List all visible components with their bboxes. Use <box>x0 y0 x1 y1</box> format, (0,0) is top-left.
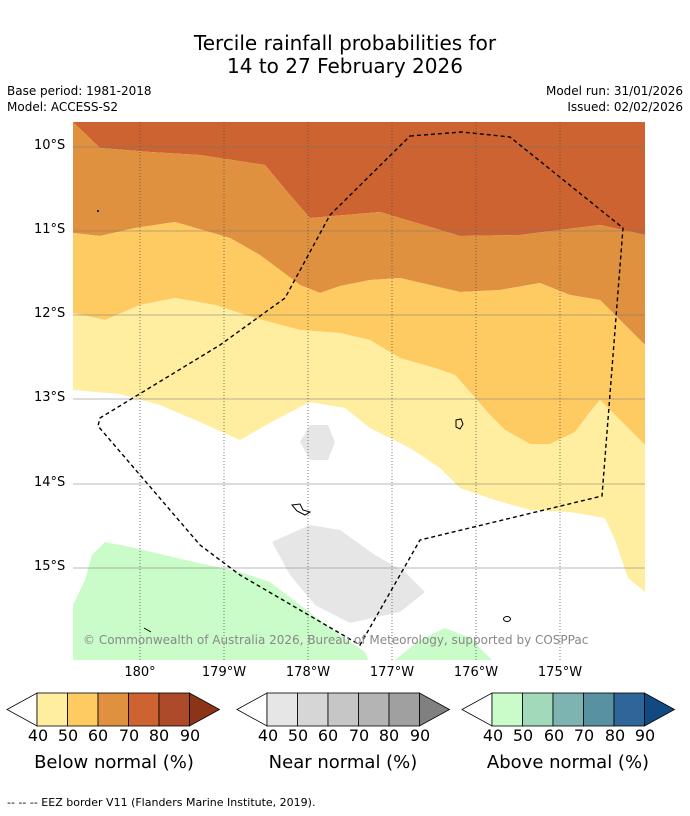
colorbar-1-segment-1 <box>297 692 329 727</box>
eez-footnote: -- -- -- EEZ border V11 (Flanders Marine… <box>7 796 316 809</box>
cb0-tick: 50 <box>57 726 79 745</box>
cb2-tick: 90 <box>634 726 656 745</box>
cb0-tick: 70 <box>118 726 140 745</box>
cb1-tick: 40 <box>257 726 279 745</box>
lon-label: 178°W <box>285 665 331 680</box>
colorbar-1-segment-0 <box>266 692 298 727</box>
colorbar-1-over-arrow <box>419 692 451 727</box>
map-title-line2: 14 to 27 February 2026 <box>227 54 463 78</box>
cb1-tick: 80 <box>378 726 400 745</box>
lon-label: 176°W <box>453 665 499 680</box>
gridlines <box>73 146 645 569</box>
lat-label: 13°S <box>34 390 66 405</box>
lon-label: 180° <box>124 665 156 680</box>
below-70-region <box>73 122 645 236</box>
cb0-tick: 40 <box>27 726 49 745</box>
above-40-region-east <box>395 628 492 660</box>
below-40-region <box>73 298 645 592</box>
model-run: Model run: 31/01/2026 <box>545 84 683 98</box>
colorbar-2-segment-4 <box>613 692 645 727</box>
colorbar-1-under-arrow <box>236 692 268 727</box>
near-40-region-south <box>272 525 425 623</box>
cb0-tick: 90 <box>179 726 201 745</box>
lat-label: 12°S <box>34 306 66 321</box>
above-normal-title: Above normal (%) <box>486 752 650 773</box>
copyright-notice: © Commonwealth of Australia 2026, Bureau… <box>83 633 589 647</box>
issued-date: Issued: 02/02/2026 <box>567 100 683 114</box>
colorbar-0-segment-2 <box>97 692 129 727</box>
below-50-region <box>73 222 645 445</box>
cb0-tick: 80 <box>148 726 170 745</box>
colorbar-1-segment-3 <box>358 692 390 727</box>
colorbar-0-segment-1 <box>67 692 99 727</box>
colorbar-2-segment-2 <box>552 692 584 727</box>
cb1-tick: 50 <box>287 726 309 745</box>
lat-label: 11°S <box>34 222 66 237</box>
cb1-tick: 90 <box>409 726 431 745</box>
lat-label: 10°S <box>34 138 66 153</box>
colorbar-0-segment-0 <box>36 692 68 727</box>
colorbar-2-over-arrow <box>644 692 676 727</box>
colorbar-1-segment-4 <box>388 692 420 727</box>
lon-label: 175°W <box>537 665 583 680</box>
above-40-region-west <box>73 542 368 660</box>
colorbar-2-under-arrow <box>461 692 493 727</box>
near-normal-title: Near normal (%) <box>268 752 418 773</box>
map-title-line1: Tercile rainfall probabilities for <box>193 31 497 55</box>
colorbar-0-segment-4 <box>158 692 190 727</box>
colorbar-2-segment-1 <box>522 692 554 727</box>
cb0-tick: 60 <box>87 726 109 745</box>
cb1-tick: 70 <box>348 726 370 745</box>
cb2-tick: 80 <box>604 726 626 745</box>
cb2-tick: 70 <box>573 726 595 745</box>
colorbar-1-segment-2 <box>327 692 359 727</box>
cb2-tick: 60 <box>543 726 565 745</box>
colorbar-0-segment-3 <box>128 692 160 727</box>
lat-label: 15°S <box>34 559 66 574</box>
near-40-region-north <box>300 425 335 460</box>
lon-label: 177°W <box>369 665 415 680</box>
colorbar-2-segment-3 <box>583 692 615 727</box>
below-normal-title: Below normal (%) <box>34 752 194 773</box>
colorbar-0-under-arrow <box>6 692 38 727</box>
island-central <box>291 503 312 516</box>
lat-label: 14°S <box>34 475 66 490</box>
island-north <box>455 418 464 430</box>
lon-label: 179°W <box>201 665 247 680</box>
colorbar-0-over-arrow <box>189 692 221 727</box>
model-name: Model: ACCESS-S2 <box>7 100 119 114</box>
colorbar-2-segment-0 <box>491 692 523 727</box>
cb2-tick: 40 <box>482 726 504 745</box>
cb2-tick: 50 <box>512 726 534 745</box>
island-south <box>503 616 511 622</box>
base-period: Base period: 1981-2018 <box>7 84 152 98</box>
eez-border <box>97 131 624 646</box>
below-60-region <box>73 122 645 345</box>
cb1-tick: 60 <box>317 726 339 745</box>
